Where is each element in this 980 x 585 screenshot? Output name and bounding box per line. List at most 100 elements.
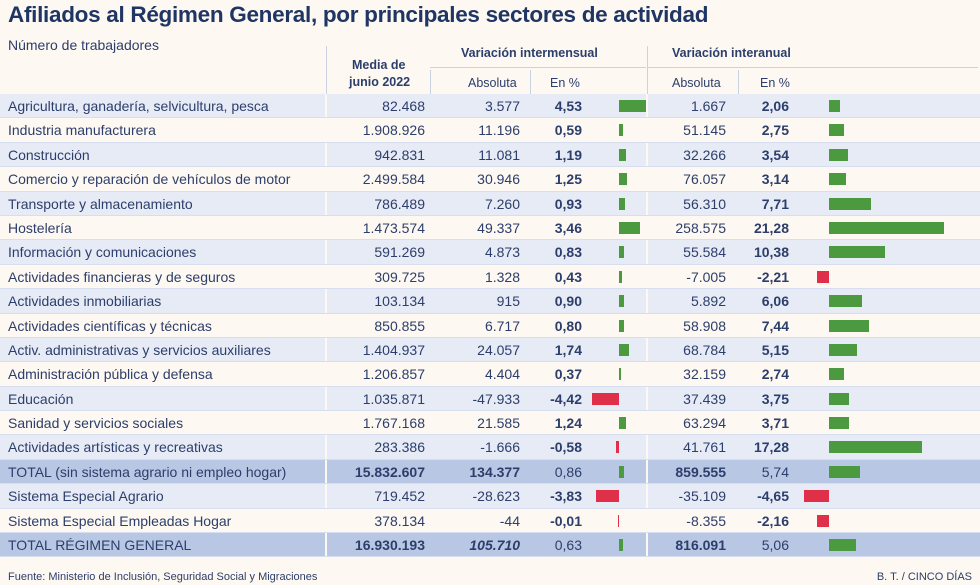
intermensual-bar <box>592 392 619 405</box>
intermensual-pct-value: 1,19 <box>554 146 582 163</box>
intermensual-bar <box>619 295 625 308</box>
interanual-pct-value: -4,65 <box>757 488 789 505</box>
interanual-pct-value: 7,44 <box>761 317 789 334</box>
media-junio-value: 1.473.574 <box>362 219 425 236</box>
interanual-absoluta-value: 37.439 <box>683 390 726 407</box>
sector-name: Sanidad y servicios sociales <box>8 415 184 432</box>
row-cell-background <box>648 289 980 313</box>
row-cell-background <box>327 533 646 557</box>
interanual-bar <box>829 295 862 308</box>
table-row: Actividades artísticas y recreativas 283.… <box>0 435 980 460</box>
interanual-absoluta-value: 5.892 <box>690 293 726 310</box>
table-total-row: TOTAL (sin sistema agrario ni empleo hog… <box>0 459 980 485</box>
sector-name: Comercio y reparación de vehículos de mo… <box>8 171 291 188</box>
interanual-absoluta-value: 41.761 <box>683 439 726 456</box>
interanual-pct-value: 6,06 <box>761 293 789 310</box>
intermensual-pct-value: 0,86 <box>554 463 582 480</box>
intermensual-pct-value: -4,42 <box>550 390 582 407</box>
intermensual-absoluta-value: 11.081 <box>478 146 520 163</box>
row-cell-background <box>327 386 646 411</box>
interanual-pct-value: 5,15 <box>761 341 789 358</box>
sector-name: Construcción <box>8 146 90 163</box>
intermensual-absoluta-value: 134.377 <box>469 463 520 480</box>
row-cell-background <box>327 459 646 484</box>
interanual-pct-value: 10,38 <box>753 244 789 261</box>
row-cell-background <box>327 337 646 362</box>
media-junio-value: 942.831 <box>374 146 425 163</box>
header-sep-1 <box>326 46 327 94</box>
table-row: Transporte y almacenamiento 786.489 7.260 0… <box>0 191 980 216</box>
interanual-pct-value: 2,75 <box>761 122 789 139</box>
intermensual-absoluta-value: 11.196 <box>478 122 520 139</box>
intermensual-absoluta-value: 1.328 <box>484 268 520 285</box>
row-cell-background <box>0 289 325 313</box>
interanual-absoluta-value: 859.555 <box>675 463 726 480</box>
interanual-bar <box>829 465 860 478</box>
interanual-pct-value: 3,14 <box>761 171 789 188</box>
interanual-bar <box>829 392 850 405</box>
sector-name: Actividades científicas y técnicas <box>8 317 212 334</box>
table-row: Comercio y reparación de vehículos de mo… <box>0 167 980 192</box>
row-cell-background <box>0 191 325 215</box>
interanual-bar <box>829 246 886 259</box>
row-cell-background <box>327 142 646 167</box>
interanual-absoluta-value: 32.266 <box>683 146 726 163</box>
row-cell-background <box>648 94 980 118</box>
intermensual-pct-value: 0,43 <box>554 268 582 285</box>
chart-subtitle: Número de trabajadores <box>8 37 159 53</box>
intermensual-bar <box>619 270 622 283</box>
row-cell-background <box>648 240 980 264</box>
chart-title: Afiliados al Régimen General, por princi… <box>8 2 709 27</box>
media-junio-value: 1.908.926 <box>362 122 425 139</box>
table-row: Activ. administrativas y servicios auxil… <box>0 337 980 363</box>
interanual-bar <box>817 270 829 283</box>
intermensual-pct-value: 0,63 <box>554 537 582 554</box>
sector-name: Actividades financieras y de seguros <box>8 268 236 285</box>
intermensual-bar <box>619 539 623 552</box>
interanual-bar <box>829 197 871 210</box>
intermensual-absoluta-value: 4.404 <box>484 366 520 383</box>
sector-name: Hostelería <box>8 219 72 236</box>
row-cell-background <box>0 459 325 484</box>
credit-note: B. T. / CINCO DÍAS <box>876 571 972 583</box>
row-cell-background <box>327 484 646 508</box>
interanual-pct-value: 21,28 <box>753 219 789 236</box>
intermensual-bar <box>619 197 625 210</box>
interanual-absoluta-value: 56.310 <box>683 195 726 212</box>
interanual-bar <box>829 417 850 430</box>
sector-name: TOTAL RÉGIMEN GENERAL <box>8 537 192 554</box>
sector-name: Activ. administrativas y servicios auxil… <box>8 341 271 358</box>
interanual-bar <box>829 441 923 454</box>
intermensual-pct-value: 0,80 <box>554 317 582 334</box>
header-en-pct-2: En % <box>760 76 790 90</box>
media-junio-value: 82.468 <box>382 98 425 114</box>
header-rule-intermensual <box>430 67 646 68</box>
media-junio-value: 15.832.607 <box>354 463 425 480</box>
table-row: Hostelería 1.473.574 49.337 3,46 258.575 21,2… <box>0 216 980 241</box>
intermensual-bar <box>619 319 624 332</box>
table-row: Agricultura, ganadería, selvicultura, pe… <box>0 94 980 119</box>
interanual-absoluta-value: -8.355 <box>686 512 726 529</box>
interanual-absoluta-value: 68.784 <box>683 341 726 358</box>
interanual-pct-value: -2,16 <box>757 512 789 529</box>
intermensual-absoluta-value: -1.666 <box>480 439 520 456</box>
header-media-line2: junio 2022 <box>349 75 411 89</box>
sector-name: Actividades inmobiliarias <box>8 293 162 310</box>
row-cell-background <box>327 435 646 459</box>
interanual-bar <box>829 539 857 552</box>
interanual-absoluta-value: -7.005 <box>686 268 726 285</box>
header-sep-3 <box>530 70 531 94</box>
sector-name: Información y comunicaciones <box>8 244 197 261</box>
media-junio-value: 786.489 <box>374 195 425 212</box>
sector-name: Educación <box>8 390 74 407</box>
interanual-absoluta-value: 55.584 <box>683 244 726 261</box>
header-group-intermensual: Variación intermensual <box>461 46 598 60</box>
intermensual-bar <box>619 465 625 478</box>
sector-name: Transporte y almacenamiento <box>8 195 193 212</box>
row-cell-background <box>327 240 646 264</box>
table-row: Sistema Especial Agrario 719.452 -28.623 -3… <box>0 484 980 509</box>
row-cell-background <box>648 337 980 362</box>
interanual-bar <box>829 221 944 234</box>
interanual-absoluta-value: 58.908 <box>683 317 726 334</box>
interanual-bar <box>829 173 846 186</box>
